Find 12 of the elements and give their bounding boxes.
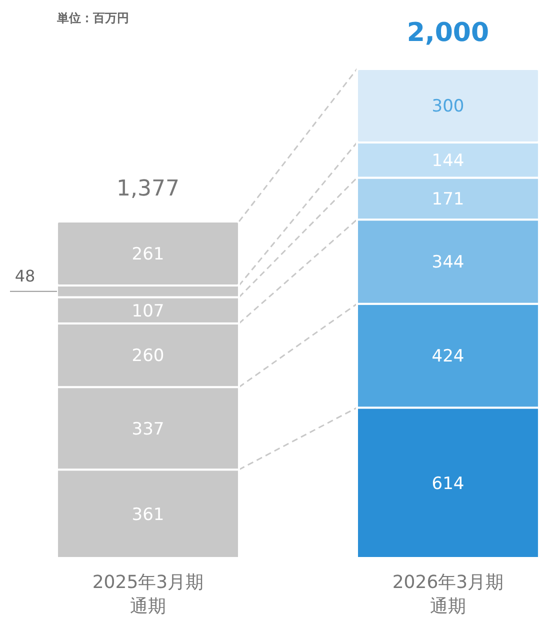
total-label: 2,000 (406, 18, 490, 48)
x-tick-label: 2026年3月期通期 (392, 572, 504, 617)
data-label: 48 (14, 266, 36, 286)
data-label: 344 (432, 252, 464, 273)
text: 単位：百万円 (56, 11, 129, 25)
data-label: 614 (432, 474, 464, 494)
data-label: 300 (432, 96, 464, 117)
data-label: 171 (432, 190, 464, 210)
x-tick-label: 2025年3月期通期 (92, 572, 204, 617)
total-label: 1,377 (116, 176, 180, 202)
data-label: 144 (432, 151, 464, 172)
data-label: 424 (432, 346, 464, 367)
